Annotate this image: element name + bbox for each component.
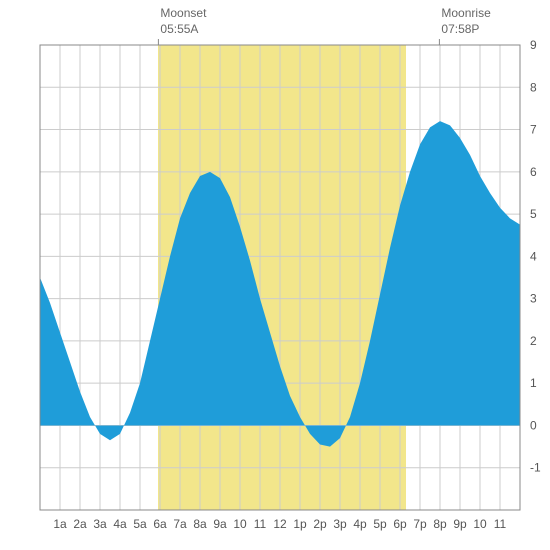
moon-annotation: Moonrise 07:58P: [441, 6, 490, 37]
x-tick-label: 4p: [353, 517, 367, 531]
moon-annotation: Moonset 05:55A: [160, 6, 206, 37]
x-tick-label: 8a: [193, 517, 207, 531]
x-tick-label: 3p: [333, 517, 347, 531]
x-tick-label: 5p: [373, 517, 387, 531]
x-tick-label: 1p: [293, 517, 307, 531]
y-tick-label: 1: [530, 376, 537, 390]
x-tick-label: 4a: [113, 517, 127, 531]
x-tick-label: 10: [233, 517, 247, 531]
y-tick-label: 2: [530, 334, 537, 348]
y-tick-label: 5: [530, 207, 537, 221]
x-tick-label: 6a: [153, 517, 167, 531]
x-tick-label: 12: [273, 517, 287, 531]
y-tick-label: 7: [530, 123, 537, 137]
y-tick-label: 0: [530, 418, 537, 432]
y-tick-label: 6: [530, 165, 537, 179]
x-tick-label: 7p: [413, 517, 427, 531]
y-tick-label: 3: [530, 292, 537, 306]
x-tick-label: 7a: [173, 517, 187, 531]
x-tick-label: 2a: [73, 517, 87, 531]
y-tick-label: 8: [530, 80, 537, 94]
x-tick-label: 3a: [93, 517, 107, 531]
x-tick-label: 8p: [433, 517, 447, 531]
tide-chart: 1a2a3a4a5a6a7a8a9a1011121p2p3p4p5p6p7p8p…: [0, 0, 550, 550]
y-tick-label: 9: [530, 38, 537, 52]
y-tick-label: -1: [530, 461, 541, 475]
x-tick-label: 1a: [53, 517, 67, 531]
x-tick-label: 11: [254, 517, 267, 531]
x-tick-label: 6p: [393, 517, 407, 531]
x-tick-label: 10: [473, 517, 487, 531]
x-tick-label: 11: [494, 517, 507, 531]
x-tick-label: 9p: [453, 517, 467, 531]
x-tick-label: 9a: [213, 517, 227, 531]
y-tick-label: 4: [530, 249, 537, 263]
chart-canvas: 1a2a3a4a5a6a7a8a9a1011121p2p3p4p5p6p7p8p…: [0, 0, 550, 550]
x-tick-label: 2p: [313, 517, 327, 531]
x-tick-label: 5a: [133, 517, 147, 531]
